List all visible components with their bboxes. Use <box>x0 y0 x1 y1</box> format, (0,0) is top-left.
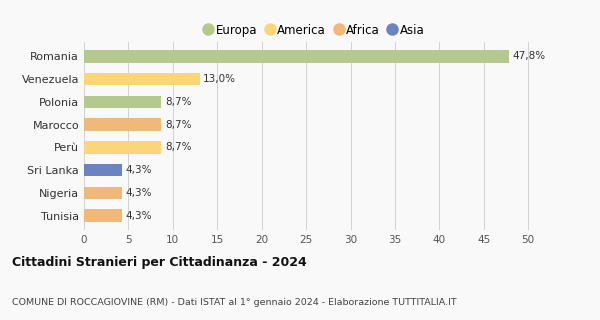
Text: Cittadini Stranieri per Cittadinanza - 2024: Cittadini Stranieri per Cittadinanza - 2… <box>12 256 307 269</box>
Legend: Europa, America, Africa, Asia: Europa, America, Africa, Asia <box>200 19 430 42</box>
Text: 13,0%: 13,0% <box>203 74 236 84</box>
Text: 8,7%: 8,7% <box>165 120 191 130</box>
Text: 4,3%: 4,3% <box>126 165 152 175</box>
Text: 4,3%: 4,3% <box>126 211 152 220</box>
Bar <box>84 141 161 154</box>
Bar <box>84 118 161 131</box>
Bar <box>84 209 122 222</box>
Bar <box>84 73 199 85</box>
Bar <box>84 50 509 63</box>
Text: COMUNE DI ROCCAGIOVINE (RM) - Dati ISTAT al 1° gennaio 2024 - Elaborazione TUTTI: COMUNE DI ROCCAGIOVINE (RM) - Dati ISTAT… <box>12 298 457 307</box>
Bar <box>84 96 161 108</box>
Bar <box>84 187 122 199</box>
Text: 47,8%: 47,8% <box>512 52 545 61</box>
Bar <box>84 164 122 176</box>
Text: 8,7%: 8,7% <box>165 97 191 107</box>
Text: 4,3%: 4,3% <box>126 188 152 198</box>
Text: 8,7%: 8,7% <box>165 142 191 152</box>
